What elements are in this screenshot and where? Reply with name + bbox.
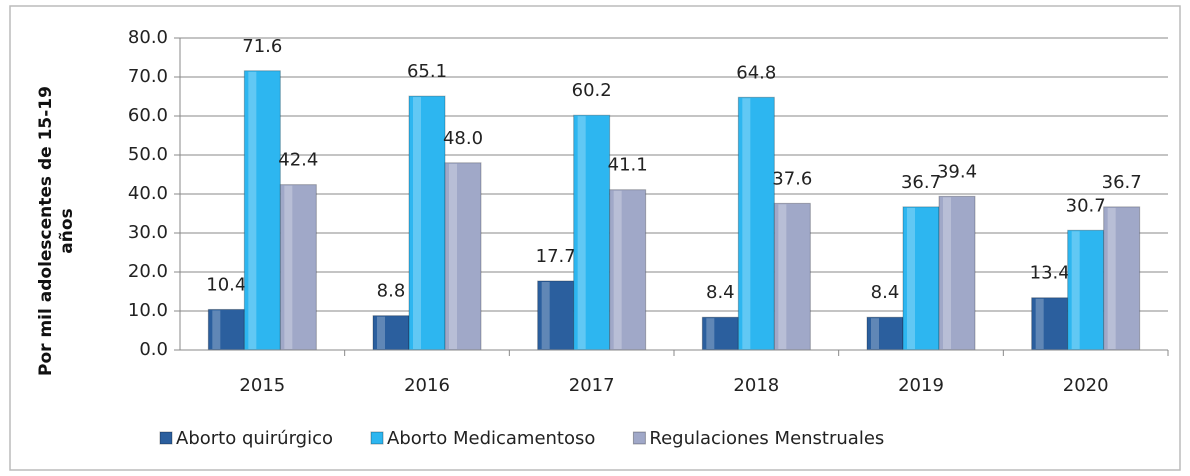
- bar: [773, 202, 811, 351]
- x-tick-label: 2019: [898, 375, 944, 396]
- y-tick-label: 30.0: [128, 222, 168, 243]
- y-tick-label: 20.0: [128, 261, 168, 282]
- bar-shine: [1071, 231, 1080, 349]
- bar-shine: [284, 185, 293, 349]
- x-tick-label: 2020: [1063, 375, 1109, 396]
- y-tick-label: 80.0: [128, 27, 168, 48]
- bar-shine: [1035, 298, 1044, 349]
- y-tick-label: 10.0: [128, 300, 168, 321]
- data-label: 41.1: [608, 155, 648, 176]
- bar-shine: [577, 116, 586, 349]
- data-label: 48.0: [443, 128, 483, 149]
- legend-label: Aborto quirúrgico: [176, 428, 333, 449]
- data-label: 17.7: [536, 246, 576, 267]
- bar: [1031, 297, 1069, 351]
- data-label: 8.8: [377, 281, 406, 302]
- data-label: 13.4: [1030, 263, 1070, 284]
- bar-shine: [742, 98, 751, 349]
- legend-swatch: [370, 431, 384, 445]
- bar-shine: [943, 197, 951, 349]
- bar: [1067, 229, 1105, 351]
- x-tick-label: 2015: [239, 375, 285, 396]
- data-label: 71.6: [242, 36, 282, 57]
- bar: [537, 280, 575, 351]
- bar: [866, 316, 904, 351]
- bar-shine: [1107, 207, 1116, 349]
- data-label: 42.4: [278, 150, 318, 171]
- bar-shine: [212, 310, 221, 349]
- y-tick-label: 40.0: [128, 183, 168, 204]
- y-tick-label: 70.0: [128, 66, 168, 87]
- bar: [444, 162, 482, 351]
- data-label: 37.6: [772, 168, 812, 189]
- data-label: 36.7: [1102, 172, 1142, 193]
- data-label: 65.1: [407, 61, 447, 82]
- legend-swatch: [632, 431, 646, 445]
- x-tick-label: 2017: [569, 375, 615, 396]
- legend-swatch: [159, 431, 173, 445]
- x-tick-label: 2016: [404, 375, 450, 396]
- legend-label: Regulaciones Menstruales: [649, 428, 884, 449]
- data-label: 10.4: [206, 274, 246, 295]
- legend-label: Aborto Medicamentoso: [387, 428, 595, 449]
- bar: [408, 95, 446, 351]
- bar-shine: [449, 163, 457, 349]
- data-label: 8.4: [706, 282, 735, 303]
- y-tick-label: 0.0: [139, 339, 168, 360]
- bar-shine: [613, 190, 622, 349]
- data-label: 30.7: [1066, 195, 1106, 216]
- bar-shine: [907, 207, 915, 349]
- bar: [609, 189, 647, 351]
- data-label: 39.4: [937, 161, 977, 182]
- bar-shine: [413, 97, 421, 349]
- x-tick-label: 2018: [733, 375, 779, 396]
- bar-shine: [871, 318, 879, 349]
- bar-shine: [377, 316, 385, 349]
- data-label: 60.2: [572, 80, 612, 101]
- bar-shine: [248, 71, 257, 349]
- y-tick-label: 60.0: [128, 105, 168, 126]
- bar-shine: [706, 318, 715, 349]
- bar: [243, 70, 281, 351]
- bar: [1103, 206, 1141, 351]
- bar-shine: [541, 281, 550, 349]
- data-label: 8.4: [871, 282, 900, 303]
- bar: [279, 184, 317, 351]
- data-label: 64.8: [736, 62, 776, 83]
- y-tick-label: 50.0: [128, 144, 168, 165]
- data-label: 36.7: [901, 172, 941, 193]
- bar-shine: [778, 204, 787, 349]
- y-axis-label: Por mil adolescentes de 15-19 años: [36, 86, 77, 376]
